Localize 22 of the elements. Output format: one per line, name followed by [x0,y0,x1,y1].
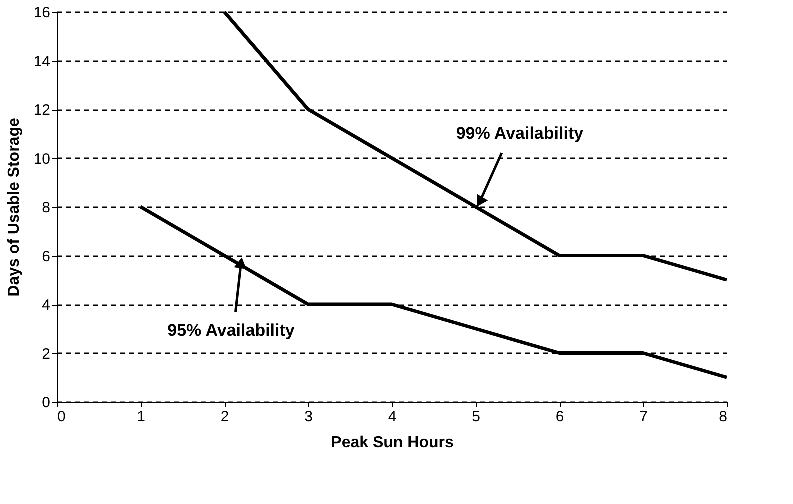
y-tick-label: 4 [42,297,50,314]
x-tick-label: 8 [719,408,728,426]
x-tick-label: 6 [556,408,564,426]
y-axis-title: Days of Usable Storage [6,118,23,297]
annotation: 99% Availability [456,124,584,144]
y-tick-label: 14 [34,53,50,70]
annotation: 95% Availability [168,321,296,340]
x-tick-label: 4 [388,408,397,426]
x-tick-label: 3 [304,408,313,426]
y-tick-label: 12 [34,102,50,119]
y-tick-label: 0 [42,394,50,412]
y-tick-label: 2 [42,346,50,363]
x-tick-label: 5 [472,408,480,426]
x-tick-label: 1 [137,408,146,426]
y-tick-label: 6 [42,248,50,266]
x-axis-title: Peak Sun Hours [331,434,454,452]
y-tick-label: 10 [34,150,50,168]
y-tick-label: 8 [42,200,50,216]
x-tick-label: 0 [58,408,66,426]
y-tick-label: 16 [34,4,50,22]
x-tick-label: 7 [640,408,648,426]
x-tick-label: 2 [220,408,230,426]
